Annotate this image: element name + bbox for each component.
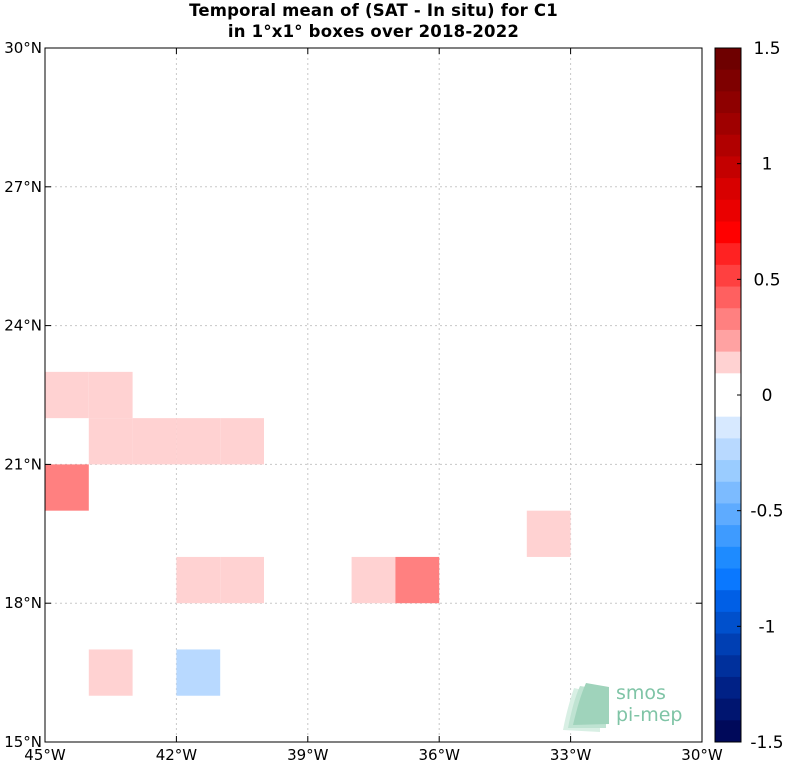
heatmap-cell-12 (88, 649, 133, 696)
colorbar-tick-label-3: 0 (762, 386, 773, 406)
y-axis: 15°N 18°N 21°N 24°N 27°N 30°N (4, 39, 702, 751)
plot-area (45, 48, 702, 742)
colorbar-segment-20 (715, 481, 741, 504)
colorbar-segment-12 (715, 308, 741, 331)
colorbar-tick-label-2: 0.5 (753, 270, 780, 290)
heatmap-cell-10 (351, 556, 396, 604)
colorbar-tick-label-6: -1.5 (750, 733, 783, 753)
logo-line1: smos (616, 682, 666, 704)
colorbar-segment-22 (715, 525, 741, 548)
heatmap-cell-9 (220, 556, 264, 604)
colorbar: 1.5 1 0.5 0 -0.5 -1 -1.5 (714, 39, 784, 753)
plot-background (45, 48, 702, 742)
x-tick-label-2: 39°W (287, 746, 329, 763)
heatmap-cell-2 (88, 418, 133, 465)
colorbar-segment-13 (715, 329, 741, 353)
colorbar-segment-29 (715, 676, 741, 700)
x-axis: 45°W 42°W 39°W 36°W 33°W 30°W (24, 48, 723, 763)
colorbar-segment-3 (715, 113, 741, 136)
colorbar-segment-14 (715, 351, 741, 374)
colorbar-segment-17 (715, 416, 741, 439)
colorbar-segment-9 (715, 243, 741, 266)
colorbar-segment-28 (715, 655, 741, 678)
chart-subtitle: in 1°x1° boxes over 2018-2022 (227, 22, 520, 41)
colorbar-tick-label-1: 1 (762, 155, 773, 175)
colorbar-tick-label-0: 1.5 (753, 39, 780, 59)
x-tick-label-5: 30°W (681, 746, 723, 763)
heatmap-cell-1 (88, 371, 133, 419)
colorbar-segment-16 (715, 395, 741, 418)
chart-title: Temporal mean of (SAT - In situ) for C1 (189, 1, 558, 20)
colorbar-segment-10 (715, 264, 741, 288)
heatmap-cell-8 (176, 556, 221, 604)
x-tick-label-1: 42°W (156, 746, 198, 763)
x-tick-label-3: 36°W (418, 746, 460, 763)
colorbar-tick-label-4: -0.5 (750, 502, 783, 522)
colorbar-tick-label-5: -1 (759, 617, 776, 637)
heatmap-cell-4 (176, 418, 221, 465)
colorbar-segment-8 (715, 221, 741, 244)
colorbar-segment-30 (715, 698, 741, 721)
colorbar-segment-0 (715, 48, 741, 71)
y-tick-label-1: 18°N (4, 594, 42, 612)
plot-frame (44, 47, 703, 743)
y-tick-label-3: 24°N (4, 317, 42, 335)
colorbar-segment-26 (715, 611, 741, 635)
heatmap-cell-6 (45, 464, 89, 511)
colorbar-segment-5 (715, 156, 741, 179)
logo-waves-icon (563, 683, 609, 732)
colorbar-segment-15 (715, 373, 741, 396)
colorbar-segment-1 (715, 69, 741, 92)
logo-line2: pi-mep (616, 704, 682, 726)
colorbar-segment-6 (715, 178, 741, 201)
heatmap-cell-3 (132, 418, 177, 465)
x-tick-label-0: 45°W (24, 746, 66, 763)
colorbar-segment-23 (715, 546, 741, 569)
smos-pi-mep-logo: smos pi-mep (563, 682, 682, 732)
colorbar-segment-27 (715, 633, 741, 656)
heatmap-cells (45, 371, 571, 696)
colorbar-segment-7 (715, 199, 741, 222)
colorbar-segment-11 (715, 286, 741, 309)
y-tick-label-0: 15°N (4, 733, 42, 751)
plot-border (44, 47, 703, 743)
y-tick-label-5: 30°N (4, 39, 42, 57)
colorbar-segment-4 (715, 134, 741, 157)
heatmap-cell-0 (45, 371, 89, 419)
heatmap-cell-11 (395, 556, 440, 604)
colorbar-segment-24 (715, 568, 741, 591)
heatmap-cell-13 (176, 649, 221, 696)
colorbar-segment-19 (715, 460, 741, 483)
x-tick-label-4: 33°W (550, 746, 592, 763)
y-tick-label-4: 27°N (4, 178, 42, 196)
y-tick-label-2: 21°N (4, 455, 42, 473)
colorbar-segment-18 (715, 438, 741, 461)
colorbar-segment-21 (715, 503, 741, 526)
colorbar-segment-25 (715, 590, 741, 613)
heatmap-cell-7 (526, 510, 571, 557)
heatmap-cell-5 (220, 418, 264, 465)
colorbar-segment-31 (715, 720, 741, 743)
grid-lines (45, 48, 702, 742)
colorbar-segment-2 (715, 91, 741, 114)
